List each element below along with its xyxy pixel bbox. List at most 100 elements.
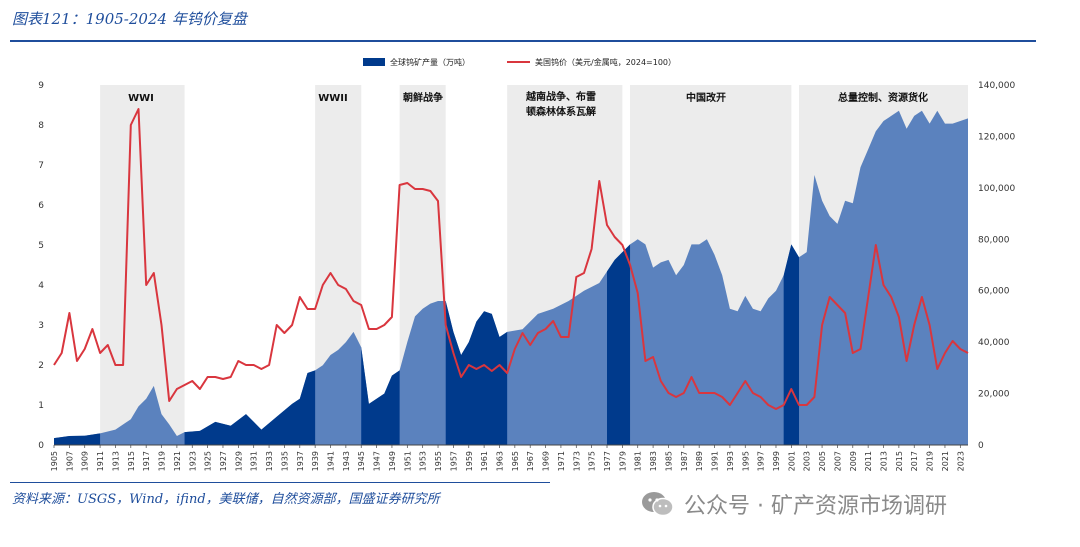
- y-left-tick-label: 0: [38, 441, 44, 451]
- x-tick-label: 1941: [327, 451, 336, 471]
- x-tick-label: 1997: [757, 451, 766, 471]
- x-tick-label: 1989: [695, 451, 704, 471]
- x-tick-label: 1947: [373, 451, 382, 471]
- x-tick-label: 1939: [311, 451, 320, 471]
- y-right-tick-label: 120,000: [978, 132, 1015, 142]
- x-tick-label: 2021: [941, 451, 950, 471]
- x-tick-label: 1969: [542, 451, 551, 471]
- x-tick-label: 1937: [296, 451, 305, 471]
- x-tick-label: 2019: [926, 451, 935, 471]
- x-tick-label: 1967: [526, 451, 535, 471]
- x-tick-label: 1959: [465, 451, 474, 471]
- x-tick-label: 1905: [50, 451, 59, 471]
- x-tick-label: 1915: [127, 451, 136, 471]
- x-tick-label: 1935: [280, 451, 289, 471]
- legend-label-price: 美国钨价（美元/金属吨，2024=100）: [535, 57, 676, 67]
- legend-label-production: 全球钨矿产量（万吨）: [390, 57, 470, 67]
- x-tick-label: 1925: [204, 451, 213, 471]
- y-left-tick-label: 9: [38, 81, 44, 91]
- title-divider: [10, 40, 1036, 42]
- production-dark-segment-1: [184, 110, 316, 445]
- watermark: 公众号 · 矿产资源市场调研: [640, 484, 1050, 524]
- x-tick-label: 1911: [96, 451, 105, 471]
- x-tick-label: 1965: [511, 451, 520, 471]
- x-tick-label: 2011: [864, 451, 873, 471]
- x-tick-label: 1919: [158, 451, 167, 471]
- y-right-tick-label: 140,000: [978, 81, 1015, 91]
- y-right-tick-label: 60,000: [978, 287, 1010, 297]
- x-tick-label: 1975: [588, 451, 597, 471]
- x-tick-label: 1909: [81, 451, 90, 471]
- x-tick-label: 1943: [342, 451, 351, 471]
- era-label-0: WWI: [128, 93, 154, 104]
- x-tick-label: 2015: [895, 451, 904, 471]
- x-tick-label: 1933: [265, 451, 274, 471]
- x-tick-label: 1977: [603, 451, 612, 471]
- x-tick-label: 1961: [480, 451, 489, 471]
- y-left-tick-label: 7: [38, 161, 44, 171]
- x-tick-label: 1945: [357, 451, 366, 471]
- era-label-5: 总量控制、资源货化: [838, 91, 928, 104]
- era-band-0: [100, 85, 185, 445]
- chart-title: 图表121：1905-2024 年钨价复盘: [12, 10, 247, 28]
- x-tick-label: 2023: [956, 451, 965, 471]
- x-tick-label: 2007: [833, 451, 842, 471]
- y-right-tick-label: 100,000: [978, 184, 1015, 194]
- wechat-icon: [642, 492, 674, 517]
- x-tick-label: 1995: [741, 451, 750, 471]
- x-tick-label: 1999: [772, 451, 781, 471]
- era-label-1: WWII: [318, 93, 348, 104]
- x-tick-label: 2013: [880, 451, 889, 471]
- x-tick-label: 1907: [65, 451, 74, 471]
- y-left-tick-label: 1: [38, 401, 44, 411]
- x-tick-label: 1993: [726, 451, 735, 471]
- x-tick-label: 1957: [449, 451, 458, 471]
- x-tick-label: 1953: [419, 451, 428, 471]
- y-left-tick-label: 4: [38, 281, 44, 291]
- x-tick-label: 2005: [818, 451, 827, 471]
- watermark-text: 公众号 · 矿产资源市场调研: [684, 494, 947, 519]
- x-tick-label: 1931: [250, 451, 259, 471]
- x-tick-label: 1987: [680, 451, 689, 471]
- x-tick-label: 1917: [142, 451, 151, 471]
- production-dark-segment-2: [361, 110, 400, 445]
- production-dark-segment-3: [445, 110, 508, 445]
- y-right-tick-label: 80,000: [978, 235, 1010, 245]
- y-left-tick-label: 2: [38, 361, 44, 371]
- era-label-3: 越南战争、布雷顿森林体系瓦解: [525, 90, 596, 118]
- x-tick-label: 1991: [711, 451, 720, 471]
- x-tick-label: 1985: [664, 451, 673, 471]
- source-note: 资料来源：USGS，Wind，ifind，美联储，自然资源部，国盛证券研究所: [12, 492, 440, 507]
- y-right-tick-label: 20,000: [978, 390, 1010, 400]
- y-right-tick-label: 0: [978, 441, 984, 451]
- x-tick-label: 1981: [634, 451, 643, 471]
- y-left-tick-label: 3: [38, 321, 44, 331]
- y-right-tick-label: 40,000: [978, 338, 1010, 348]
- x-tick-label: 1951: [403, 451, 412, 471]
- x-tick-label: 2001: [787, 451, 796, 471]
- x-tick-label: 1913: [111, 451, 120, 471]
- x-tick-label: 1929: [234, 451, 243, 471]
- legend-swatch-production: [363, 58, 385, 66]
- y-left-tick-label: 8: [38, 121, 44, 131]
- x-tick-label: 1963: [495, 451, 504, 471]
- production-area: [54, 110, 968, 445]
- tungsten-chart: 0 1 2 3 4 5 6 7 8 9 0 20,000 40,000 60,000 80,000 100,0…: [38, 57, 1015, 471]
- x-tick-label: 1983: [649, 451, 658, 471]
- x-tick-label: 2017: [910, 451, 919, 471]
- x-tick-label: 2003: [803, 451, 812, 471]
- x-tick-label: 1955: [434, 451, 443, 471]
- x-tick-label: 1921: [173, 451, 182, 471]
- price-line: [53, 108, 969, 410]
- x-tick-label: 1927: [219, 451, 228, 471]
- y-left-tick-label: 6: [38, 201, 44, 211]
- x-tick-label: 1949: [388, 451, 397, 471]
- x-tick-label: 2009: [849, 451, 858, 471]
- era-label-4: 中国改开: [686, 91, 726, 104]
- x-tick-label: 1971: [557, 451, 566, 471]
- x-tick-label: 1979: [618, 451, 627, 471]
- x-tick-label: 1923: [188, 451, 197, 471]
- x-tick-label: 1973: [572, 451, 581, 471]
- production-dark-segment-0: [54, 110, 101, 445]
- source-divider: [10, 482, 550, 483]
